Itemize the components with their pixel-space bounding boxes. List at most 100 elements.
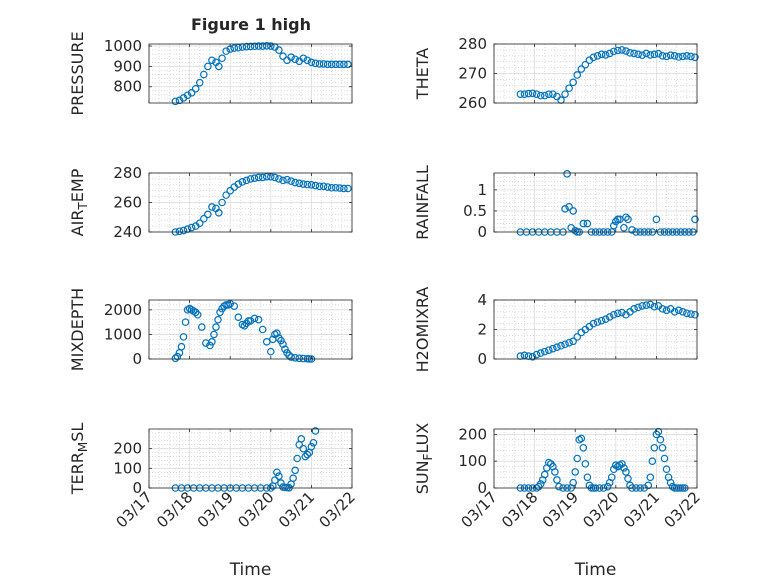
- data-point: [273, 329, 281, 337]
- data-point: [208, 203, 216, 211]
- data-point: [319, 60, 328, 68]
- y-tick-label: 2000: [104, 301, 142, 319]
- data-point: [528, 89, 537, 98]
- data-point: [277, 336, 285, 345]
- data-point: [238, 178, 247, 186]
- data-point: [691, 310, 699, 319]
- data-point: [618, 46, 626, 54]
- data-point: [569, 337, 577, 346]
- data-point: [634, 303, 642, 312]
- data-point: [246, 175, 255, 183]
- data-point: [646, 300, 655, 309]
- data-point: [262, 172, 271, 181]
- data-point: [646, 51, 655, 59]
- data-point: [662, 465, 671, 474]
- data-point: [309, 438, 318, 447]
- data-point: [540, 91, 549, 100]
- y-tick-label: 260: [458, 94, 487, 112]
- data-point: [670, 51, 679, 60]
- data-point: [311, 181, 320, 190]
- data-point: [295, 179, 304, 188]
- data-point: [250, 314, 259, 323]
- data-point: [573, 71, 582, 79]
- data-point: [344, 60, 352, 69]
- data-point: [601, 51, 610, 59]
- plot-area: [149, 44, 352, 103]
- data-point: [674, 306, 683, 315]
- data-point: [652, 215, 661, 224]
- data-point: [204, 62, 212, 71]
- data-point: [583, 219, 592, 228]
- data-point: [555, 482, 563, 491]
- data-point: [218, 198, 226, 207]
- data-point: [551, 468, 559, 476]
- data-point: [303, 180, 312, 189]
- y-tick-label: 1000: [104, 325, 142, 343]
- data-point: [171, 354, 180, 363]
- data-point: [597, 316, 606, 325]
- series-markers: [516, 170, 699, 236]
- data-point: [557, 341, 565, 350]
- data-point: [687, 52, 695, 61]
- data-point: [624, 474, 632, 483]
- data-point: [315, 182, 324, 191]
- data-point: [683, 51, 691, 60]
- data-point: [340, 60, 348, 69]
- data-point: [642, 49, 651, 58]
- y-tick-label: 4: [477, 291, 487, 309]
- y-tick-label: 270: [458, 65, 487, 83]
- data-point: [293, 454, 301, 463]
- data-point: [536, 91, 545, 100]
- data-point: [215, 62, 223, 71]
- data-point: [683, 309, 691, 318]
- data-point: [614, 309, 622, 318]
- y-tick-label: 260: [113, 194, 142, 212]
- data-point: [299, 54, 308, 63]
- data-point: [577, 434, 586, 443]
- subplot-rainfall: 0 0.5 1 RAINFALL: [413, 165, 699, 241]
- data-point: [206, 341, 214, 350]
- data-point: [561, 340, 569, 349]
- data-point: [275, 472, 283, 481]
- y-axis-label: MIXDEPTH: [68, 288, 87, 371]
- data-point: [200, 214, 208, 223]
- data-point: [242, 42, 251, 51]
- data-point: [215, 209, 223, 217]
- data-point: [344, 184, 352, 193]
- data-point: [299, 180, 308, 188]
- data-point: [279, 340, 287, 349]
- data-point: [626, 49, 634, 57]
- y-axis-label: PRESSURE: [68, 31, 87, 115]
- data-point: [234, 180, 243, 188]
- y-axis-label: THETA: [413, 48, 432, 100]
- x-axis-label: Time: [574, 560, 617, 580]
- data-point: [545, 458, 553, 467]
- data-point: [327, 60, 336, 69]
- axes-box: [493, 428, 698, 489]
- data-point: [528, 352, 537, 361]
- data-point: [603, 482, 612, 491]
- data-point: [181, 318, 190, 326]
- data-point: [218, 54, 226, 63]
- data-point: [197, 323, 206, 331]
- data-point: [611, 217, 620, 226]
- data-point: [336, 184, 344, 192]
- data-point: [549, 90, 557, 98]
- data-point: [577, 65, 586, 73]
- y-tick-label: 0: [477, 223, 487, 241]
- data-point: [291, 178, 299, 187]
- series-markers: [171, 172, 352, 236]
- data-point: [569, 78, 577, 87]
- data-point: [230, 44, 239, 52]
- data-point: [678, 307, 687, 316]
- data-point: [656, 435, 665, 444]
- data-point: [273, 468, 281, 477]
- data-point: [622, 468, 630, 476]
- data-point: [193, 310, 202, 319]
- data-point: [246, 42, 255, 51]
- data-point: [540, 347, 549, 356]
- data-point: [579, 219, 588, 228]
- data-point: [563, 170, 571, 178]
- data-point: [173, 352, 182, 361]
- data-point: [307, 181, 316, 189]
